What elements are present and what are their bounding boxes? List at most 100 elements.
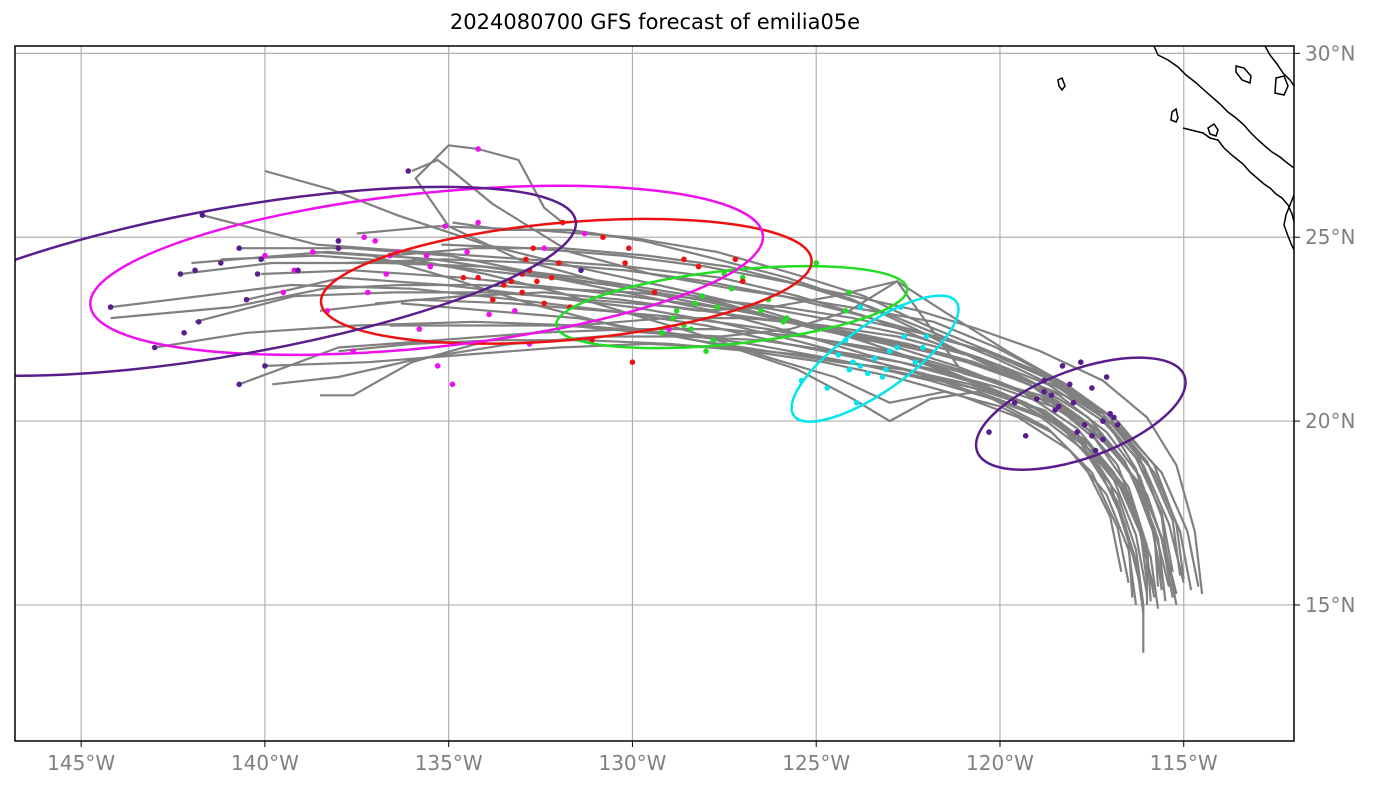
forecast-point-0-16 (1048, 392, 1055, 399)
forecast-point-3-22 (629, 359, 636, 366)
forecast-point-0-7 (1074, 429, 1080, 435)
coastline-baja (1153, 46, 1294, 169)
forecast-point-3-24 (460, 274, 467, 281)
forecast-point-4-5 (427, 263, 434, 270)
grid-lines (15, 46, 1294, 741)
forecast-point-4-25 (512, 308, 518, 314)
forecast-point-1-4 (879, 374, 886, 380)
forecast-point-3-9 (556, 260, 562, 266)
island-cedros (1170, 107, 1179, 123)
forecast-point-5-14 (243, 296, 250, 303)
forecast-point-0-10 (1033, 396, 1040, 402)
forecast-point-3-1 (508, 278, 514, 285)
lon-tick-label-4: 125°W (782, 751, 850, 775)
forecast-point-0-20 (1111, 414, 1117, 421)
forecast-point-0-17 (1022, 433, 1029, 439)
coastline (1057, 46, 1294, 251)
forecast-track-12 (238, 328, 1152, 602)
forecast-point-1-5 (886, 348, 893, 355)
forecast-point-1-17 (912, 359, 919, 366)
forecast-point-0-3 (1070, 399, 1077, 406)
forecast-point-4-12 (434, 363, 441, 369)
forecast-track-26 (338, 339, 1138, 606)
forecast-point-0-0 (1059, 363, 1066, 369)
forecast-point-2-17 (699, 293, 706, 299)
forecast-point-1-8 (835, 352, 842, 358)
forecast-point-4-8 (475, 146, 481, 152)
forecast-track-9 (356, 225, 1182, 576)
forecast-point-0-18 (1056, 403, 1062, 410)
lon-tick-label-1: 140°W (231, 751, 299, 775)
lon-tick-label-5: 120°W (966, 751, 1034, 775)
forecast-point-3-25 (523, 256, 529, 263)
forecast-point-3-17 (600, 234, 606, 240)
forecast-point-5-7 (295, 267, 301, 274)
forecast-point-2-16 (842, 308, 849, 314)
forecast-point-4-21 (383, 271, 390, 277)
forecast-point-4-11 (416, 326, 423, 332)
forecast-point-0-8 (1100, 436, 1106, 443)
lat-tick-label-1: 20°N (1305, 409, 1355, 433)
uncertainty-ellipse-5 (15, 185, 578, 377)
forecast-tracks (110, 144, 1204, 653)
lon-tick-label-0: 145°W (47, 751, 115, 775)
forecast-point-1-1 (857, 363, 864, 369)
forecast-point-2-15 (780, 319, 786, 325)
forecast-point-2-13 (758, 308, 764, 314)
forecast-point-3-15 (739, 278, 746, 285)
lon-tick-label-3: 130°W (598, 751, 666, 775)
forecast-point-3-11 (681, 256, 687, 263)
forecast-point-4-22 (423, 252, 430, 259)
forecast-point-0-21 (986, 429, 992, 435)
coastline-baja-west (1182, 127, 1294, 223)
forecast-point-2-1 (714, 304, 720, 310)
forecast-point-3-12 (695, 263, 702, 270)
uncertainty-ellipse-1 (790, 294, 960, 423)
forecast-point-5-1 (177, 271, 184, 277)
forecast-point-3-10 (622, 260, 628, 266)
forecast-point-0-4 (1052, 407, 1058, 413)
forecast-point-0-2 (1089, 385, 1095, 391)
forecast-point-0-1 (1078, 359, 1084, 366)
forecast-point-3-7 (501, 282, 507, 288)
forecast-point-5-15 (262, 363, 268, 369)
forecast-track-21 (400, 302, 1145, 613)
forecast-track-20 (411, 258, 1130, 584)
forecast-point-2-12 (710, 337, 717, 344)
plot-frame (14, 45, 1295, 742)
chart-title: 2024080700 GFS forecast of emilia05e (449, 10, 861, 34)
coastline-mainland (1264, 46, 1294, 87)
forecast-track-17 (272, 335, 1149, 595)
forecast-point-5-5 (258, 256, 265, 263)
forecast-point-0-6 (1089, 433, 1095, 439)
forecast-point-2-18 (673, 308, 680, 314)
forecast-point-4-24 (541, 245, 547, 251)
forecast-point-4-3 (361, 234, 368, 240)
forecast-point-0-5 (1100, 418, 1106, 424)
forecast-point-5-2 (192, 267, 198, 274)
island-guadalupe (1057, 76, 1066, 92)
uncertainty-ellipse-3 (319, 217, 813, 345)
forecast-point-3-23 (530, 245, 536, 251)
forecast-point-5-9 (405, 168, 412, 174)
forecast-point-3-8 (475, 274, 481, 281)
island-small (1207, 122, 1219, 137)
forecast-point-2-0 (692, 300, 698, 307)
forecast-point-2-9 (659, 330, 665, 336)
forecast-track-18 (389, 247, 1193, 591)
forecast-point-0-9 (1041, 388, 1047, 395)
forecast-point-2-4 (784, 315, 790, 321)
forecast-track-22 (345, 258, 1174, 573)
forecast-point-5-12 (181, 330, 187, 336)
forecast-point-5-17 (335, 238, 342, 244)
forecast-point-5-8 (335, 245, 342, 251)
forecast-point-4-2 (372, 238, 379, 244)
forecast-point-4-13 (449, 381, 456, 388)
forecast-point-1-3 (846, 366, 853, 373)
island-tiburon (1235, 65, 1252, 85)
forecast-point-3-3 (534, 278, 540, 285)
forecast-point-5-11 (151, 344, 158, 351)
forecast-track-7 (154, 320, 1134, 598)
forecast-track-25 (389, 280, 1185, 580)
